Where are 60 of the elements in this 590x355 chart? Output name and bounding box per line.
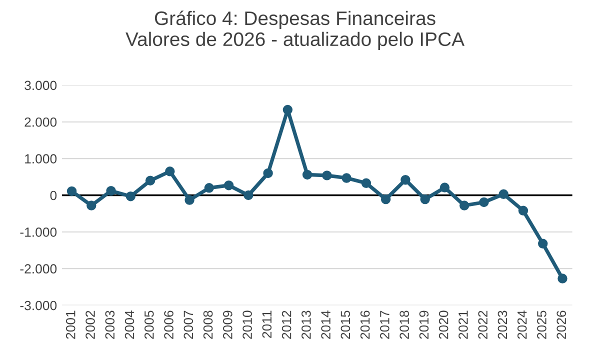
x-tick-label: 2004	[124, 310, 134, 339]
point	[126, 191, 136, 202]
point	[302, 170, 312, 180]
point	[184, 195, 194, 205]
x-tick-label: 2006	[164, 310, 174, 339]
point	[165, 166, 175, 176]
point	[86, 200, 96, 210]
point	[204, 183, 214, 193]
y-tick-label: 2.000	[24, 117, 57, 127]
point	[282, 104, 293, 115]
point	[538, 238, 548, 249]
y-tick-label: 1.000	[25, 154, 57, 164]
point	[498, 189, 508, 200]
x-tick-label: 2010	[242, 310, 252, 339]
point	[380, 194, 391, 204]
point	[440, 182, 450, 192]
y-tick-label: -3.000	[20, 300, 57, 310]
y-tick-label: 3.000	[24, 80, 57, 90]
x-tick-label: 2001	[66, 310, 76, 339]
point	[459, 200, 470, 210]
x-tick-label: 2022	[478, 310, 488, 339]
point	[361, 178, 372, 188]
y-tick-label: -1.000	[20, 228, 57, 237]
point	[322, 170, 332, 180]
x-tick-label: 2026	[556, 310, 566, 339]
y-tick-label: 0	[50, 190, 57, 200]
point	[224, 180, 234, 190]
x-tick-label: 2014	[321, 310, 330, 339]
x-tick-label: 2012	[282, 310, 292, 339]
point	[263, 168, 273, 178]
x-tick-label: 2020	[438, 310, 448, 339]
x-tick-label: 2017	[380, 310, 390, 339]
point	[342, 173, 352, 183]
x-tick-label: 2009	[222, 310, 232, 339]
x-tick-label: 2018	[400, 310, 409, 339]
x-tick-label: 2019	[419, 310, 429, 339]
x-tick-label: 2011	[262, 310, 272, 338]
x-tick-label: 2025	[537, 310, 546, 339]
x-tick-label: 2021	[458, 310, 468, 339]
point	[558, 274, 568, 284]
x-tick-label: 2023	[498, 310, 508, 339]
y-tick-label: -2.000	[20, 264, 57, 274]
x-tick-label: 2016	[360, 310, 370, 339]
x-tick-label: 2002	[86, 310, 95, 339]
point	[400, 174, 410, 185]
point	[66, 186, 77, 196]
point	[518, 206, 528, 216]
point	[420, 194, 430, 204]
x-tick-label: 2007	[184, 310, 194, 339]
chart-title: Gráfico 4: Despesas Financeiras Valores de 2026 - atualizado pelo IPCA	[126, 10, 465, 50]
x-tick-label: 2005	[144, 310, 154, 339]
point	[145, 176, 156, 186]
x-tick-label: 2008	[203, 310, 213, 339]
x-tick-label: 2024	[517, 310, 527, 339]
point	[479, 197, 489, 208]
x-tick-label: 2003	[105, 310, 115, 339]
x-tick-label: 2015	[340, 310, 350, 339]
x-tick-label: 2013	[302, 310, 311, 339]
point	[244, 190, 254, 200]
point	[106, 186, 116, 196]
